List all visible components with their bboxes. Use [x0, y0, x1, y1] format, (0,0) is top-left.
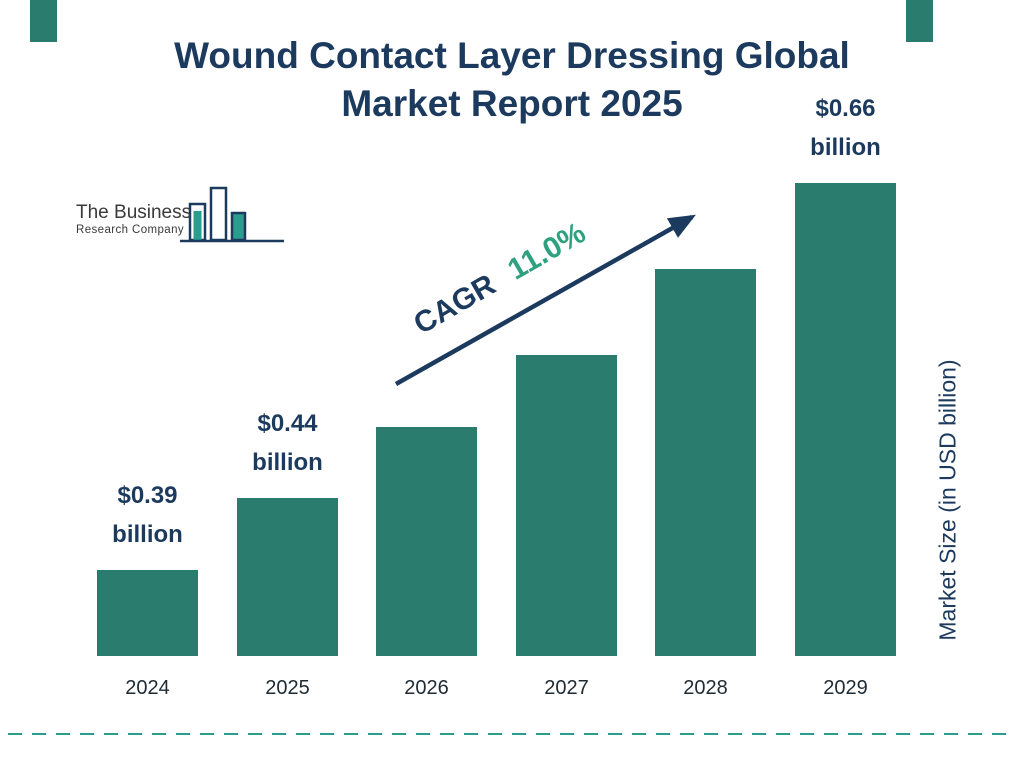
- bar-2025: [237, 498, 338, 656]
- x-tick-label-2029: 2029: [823, 677, 868, 699]
- bar-2028: [655, 269, 756, 656]
- bar-2024: [97, 570, 198, 656]
- corner-accent-left: [30, 0, 57, 42]
- x-tick-label-2026: 2026: [404, 677, 449, 699]
- bar-2026: [376, 427, 477, 656]
- bar-2027: [516, 355, 617, 656]
- bar-group-2026: 2026: [376, 183, 477, 699]
- x-tick-label-2025: 2025: [265, 677, 310, 699]
- bar-value-label-2025: $0.44 billion: [252, 410, 323, 476]
- x-tick-label-2024: 2024: [125, 677, 170, 699]
- bar-group-2024: $0.39 billion 2024: [97, 183, 198, 699]
- x-tick-label-2027: 2027: [544, 677, 589, 699]
- bar-2029: [795, 183, 896, 656]
- bar-group-2028: 2028: [655, 183, 756, 699]
- page-title-line1: Wound Contact Layer Dressing Global: [174, 35, 850, 76]
- bottom-dashed-divider: [8, 733, 1016, 735]
- x-tick-label-2028: 2028: [683, 677, 728, 699]
- logo-subtitle: Research Company: [76, 224, 185, 236]
- bar-value-label-2029: $0.66 billion: [810, 95, 881, 161]
- page-title: Wound Contact Layer Dressing Global Mark…: [0, 32, 1024, 128]
- bar-group-2027: 2027: [516, 183, 617, 699]
- corner-accent-right: [906, 0, 933, 42]
- logo-bars-icon: [180, 186, 284, 243]
- logo-name: The Business: [76, 202, 192, 223]
- bar-group-2029: $0.66 billion 2029: [795, 95, 896, 699]
- company-logo: The Business Research Company: [76, 180, 288, 246]
- bar-chart: $0.39 billion 2024 $0.44 billion 2025 2026 2027…: [97, 95, 897, 699]
- bar-group-2025: $0.44 billion 2025: [237, 183, 338, 699]
- page-title-line2: Market Report 2025: [341, 83, 683, 125]
- bar-value-label-2024: $0.39 billion: [112, 482, 183, 548]
- y-axis-label: Market Size (in USD billion): [934, 359, 961, 641]
- logo-text: The Business Research Company: [76, 202, 191, 236]
